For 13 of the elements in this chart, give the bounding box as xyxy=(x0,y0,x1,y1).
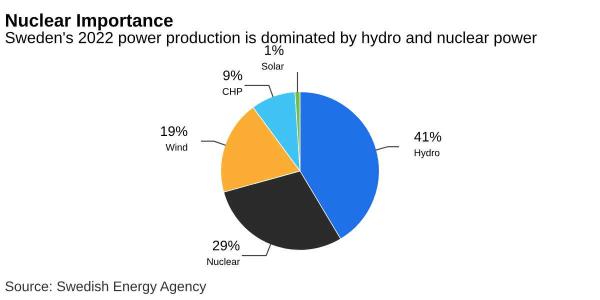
data-label: 29% xyxy=(212,240,240,250)
chart-title: Nuclear Importance xyxy=(6,14,173,30)
data-label: 9% xyxy=(223,70,242,80)
slice-label: Wind xyxy=(166,144,188,151)
data-label: 19% xyxy=(161,126,188,136)
source-note: Source: Swedish Energy Agency xyxy=(5,281,206,294)
slice-label: CHP xyxy=(222,88,242,95)
slice-label: Nuclear xyxy=(207,258,240,266)
data-label: 41% xyxy=(414,132,442,142)
data-label: 1% xyxy=(265,45,284,55)
chart-subtitle: Sweden's 2022 power production is dominated by hydro and nuclear power xyxy=(6,32,537,46)
slice-label: Solar xyxy=(262,62,284,70)
slice-label: Hydro xyxy=(414,149,440,158)
